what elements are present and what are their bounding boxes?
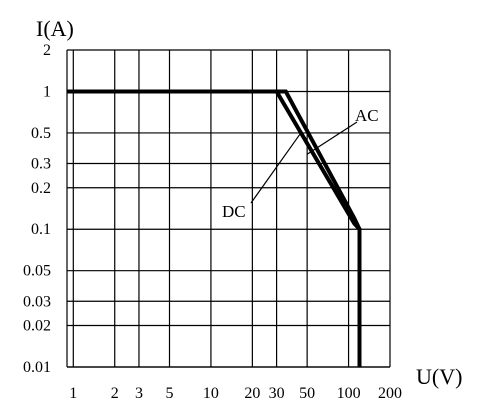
x-tick-label: 5	[166, 385, 174, 402]
annotation-label-dc: DC	[222, 202, 246, 221]
y-tick-label: 0.05	[23, 263, 51, 280]
x-tick-label: 30	[269, 385, 285, 402]
y-tick-label: 0.1	[31, 221, 51, 238]
y-tick-label: 0.03	[23, 293, 51, 310]
x-tick-label: 50	[299, 385, 315, 402]
annotation-leader-ac	[306, 121, 358, 155]
annotation-leader-dc	[250, 132, 302, 204]
annotation-label-ac: AC	[355, 106, 379, 125]
y-axis-title: I(A)	[36, 16, 74, 41]
x-tick-label: 3	[135, 385, 143, 402]
x-tick-label: 2	[111, 385, 119, 402]
x-tick-label: 20	[244, 385, 260, 402]
annotations: AC DC	[222, 106, 379, 221]
y-tick-label: 2	[43, 42, 51, 59]
x-tick-label: 200	[378, 385, 402, 402]
series-line-ac	[67, 89, 362, 367]
y-tick-label: 1	[43, 83, 51, 100]
y-tick-label: 0.02	[23, 318, 51, 335]
x-tick-label: 1	[69, 385, 77, 402]
y-tick-label: 0.3	[31, 156, 51, 173]
series-lines	[67, 89, 362, 367]
tick-labels: 1 2 3 5 10 20 30 50 100 2000.010.020.030.050.10.2…	[23, 42, 402, 402]
x-tick-label: 10	[203, 385, 219, 402]
x-tick-label: 100	[337, 385, 361, 402]
x-axis-title: U(V)	[416, 364, 462, 389]
y-tick-label: 0.2	[31, 180, 51, 197]
y-tick-label: 0.01	[23, 359, 51, 376]
y-tick-label: 0.5	[31, 125, 51, 142]
